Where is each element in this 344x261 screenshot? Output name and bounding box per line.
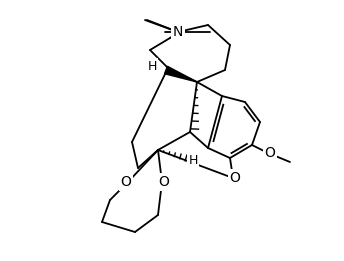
Text: O: O [120, 175, 131, 189]
Text: H: H [188, 153, 198, 167]
Text: H: H [147, 60, 157, 73]
Text: O: O [229, 171, 240, 185]
Polygon shape [164, 66, 197, 82]
Text: O: O [265, 146, 276, 160]
Text: N: N [173, 25, 183, 39]
Text: O: O [159, 175, 170, 189]
